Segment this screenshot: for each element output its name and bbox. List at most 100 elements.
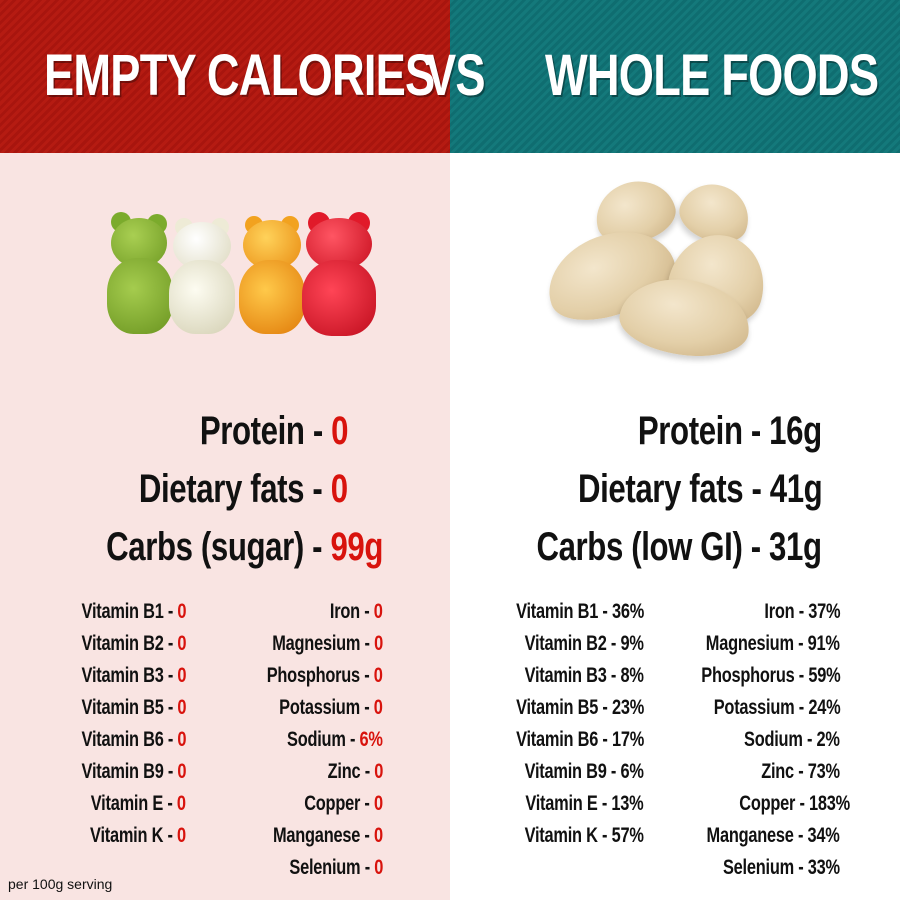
nutrient-value: 6% <box>620 760 644 783</box>
nutrient-label: Potassium - <box>713 696 808 719</box>
nutrient-label: Manganese - <box>273 824 375 847</box>
nutrient-row: Magnesium - 91% <box>706 632 840 656</box>
nutrient-label: Vitamin E - <box>525 792 612 815</box>
nutrient-value: 73% <box>807 760 840 783</box>
serving-footnote: per 100g serving <box>8 876 113 892</box>
nutrient-row: Vitamin B3 - 8% <box>525 664 644 688</box>
cashews-image <box>535 172 780 370</box>
nutrient-value: 37% <box>807 600 840 623</box>
nutrient-value: 0 <box>177 728 186 751</box>
nutrient-label: Potassium - <box>279 696 375 719</box>
nutrient-value: 36% <box>611 600 644 623</box>
nutrient-row: Iron - 37% <box>764 600 840 624</box>
vs-label: VS <box>426 43 486 108</box>
right-macro-protein: Protein - 16g <box>638 409 822 453</box>
nutrient-value: 0 <box>177 632 186 655</box>
nutrient-label: Vitamin K - <box>90 824 178 847</box>
nutrient-label: Vitamin B6 - <box>516 728 612 751</box>
nutrient-row: Vitamin B9 - 0 <box>81 760 186 784</box>
nutrient-label: Vitamin B3 - <box>81 664 178 687</box>
red-gummy-bear <box>300 210 378 336</box>
green-gummy-bear <box>105 210 175 335</box>
nutrient-value: 8% <box>620 664 644 687</box>
nutrient-value: 0 <box>374 824 383 847</box>
nutrient-value: 0 <box>374 696 383 719</box>
nutrient-label: Phosphorus - <box>700 664 808 687</box>
right-macro-carbs: Carbs (low GI) - 31g <box>536 525 823 569</box>
left-macro-protein: Protein - 0 <box>199 409 349 453</box>
nutrient-label: Zinc - <box>327 760 375 783</box>
nutrient-row: Manganese - 34% <box>707 824 840 848</box>
nutrient-value: 23% <box>611 696 644 719</box>
white-gummy-bear <box>167 216 237 334</box>
nutrient-value: 57% <box>611 824 644 847</box>
nutrient-value: 13% <box>611 792 644 815</box>
nutrient-row: Manganese - 0 <box>273 824 383 848</box>
nutrient-label: Copper - <box>304 792 375 815</box>
nutrient-label: Vitamin B1 - <box>516 600 612 623</box>
header-right-banner <box>450 0 900 153</box>
nutrient-row: Sodium - 6% <box>287 728 383 752</box>
nutrient-value: 0 <box>374 792 383 815</box>
nutrient-row: Copper - 0 <box>304 792 383 816</box>
nutrient-value: 0 <box>374 760 383 783</box>
nutrient-label: Vitamin B9 - <box>81 760 178 783</box>
nutrient-label: Zinc - <box>761 760 808 783</box>
nutrient-value: 6% <box>359 728 383 751</box>
nutrient-value: 24% <box>807 696 840 719</box>
header-left-banner <box>0 0 450 153</box>
nutrient-value: 183% <box>809 792 850 815</box>
nutrient-label: Vitamin E - <box>91 792 178 815</box>
nutrient-label: Manganese - <box>706 824 808 847</box>
nutrient-row: Vitamin K - 0 <box>90 824 186 848</box>
nutrient-label: Vitamin B9 - <box>524 760 621 783</box>
nutrient-row: Vitamin B2 - 0 <box>81 632 186 656</box>
nutrient-row: Selenium - 33% <box>723 856 840 880</box>
nutrient-value: 0 <box>177 696 186 719</box>
nutrient-label: Vitamin B5 - <box>81 696 178 719</box>
nutrient-value: 9% <box>620 632 644 655</box>
nutrient-row: Potassium - 0 <box>279 696 384 720</box>
nutrient-value: 34% <box>807 824 840 847</box>
nutrient-label: Selenium - <box>289 856 375 879</box>
nutrient-row: Vitamin B6 - 17% <box>516 728 644 752</box>
nutrient-row: Vitamin B2 - 9% <box>525 632 644 656</box>
nutrient-row: Iron - 0 <box>330 600 383 624</box>
nutrient-value: 0 <box>177 760 186 783</box>
right-macro-fats: Dietary fats - 41g <box>577 467 823 511</box>
nutrient-row: Magnesium - 0 <box>272 632 383 656</box>
nutrient-row: Vitamin B5 - 23% <box>516 696 644 720</box>
nutrient-row: Vitamin K - 57% <box>525 824 644 848</box>
nutrient-value: 0 <box>177 792 186 815</box>
nutrient-label: Iron - <box>764 600 808 623</box>
empty-calories-title: EMPTY CALORIES <box>44 43 435 108</box>
nutrient-row: Vitamin E - 0 <box>91 792 186 816</box>
nutrient-row: Phosphorus - 0 <box>267 664 383 688</box>
nutrient-label: Vitamin B1 - <box>81 600 178 623</box>
nutrient-label: Magnesium - <box>706 632 808 655</box>
nutrient-value: 33% <box>807 856 840 879</box>
nutrient-value: 0 <box>177 664 186 687</box>
nutrient-value: 0 <box>374 856 383 879</box>
nutrient-label: Copper - <box>739 792 810 815</box>
nutrient-row: Vitamin B6 - 0 <box>81 728 186 752</box>
nutrient-label: Phosphorus - <box>267 664 375 687</box>
nutrient-value: 0 <box>374 664 383 687</box>
nutrient-label: Sodium - <box>287 728 360 751</box>
nutrient-value: 0 <box>177 824 186 847</box>
nutrient-value: 17% <box>611 728 644 751</box>
nutrient-row: Vitamin B3 - 0 <box>81 664 186 688</box>
nutrient-row: Zinc - 0 <box>327 760 384 784</box>
orange-gummy-bear <box>237 214 307 334</box>
nutrient-label: Iron - <box>330 600 375 623</box>
whole-foods-title: WHOLE FOODS <box>545 43 879 108</box>
nutrient-row: Vitamin B1 - 0 <box>81 600 186 624</box>
left-macro-fats: Dietary fats - 0 <box>139 467 348 511</box>
nutrient-label: Vitamin B5 - <box>516 696 612 719</box>
nutrient-row: Vitamin B5 - 0 <box>81 696 186 720</box>
nutrient-label: Magnesium - <box>272 632 375 655</box>
nutrient-label: Vitamin B3 - <box>524 664 621 687</box>
nutrient-row: Selenium - 0 <box>289 856 383 880</box>
nutrient-value: 91% <box>807 632 840 655</box>
left-macro-carbs: Carbs (sugar) - 99g <box>106 525 383 569</box>
